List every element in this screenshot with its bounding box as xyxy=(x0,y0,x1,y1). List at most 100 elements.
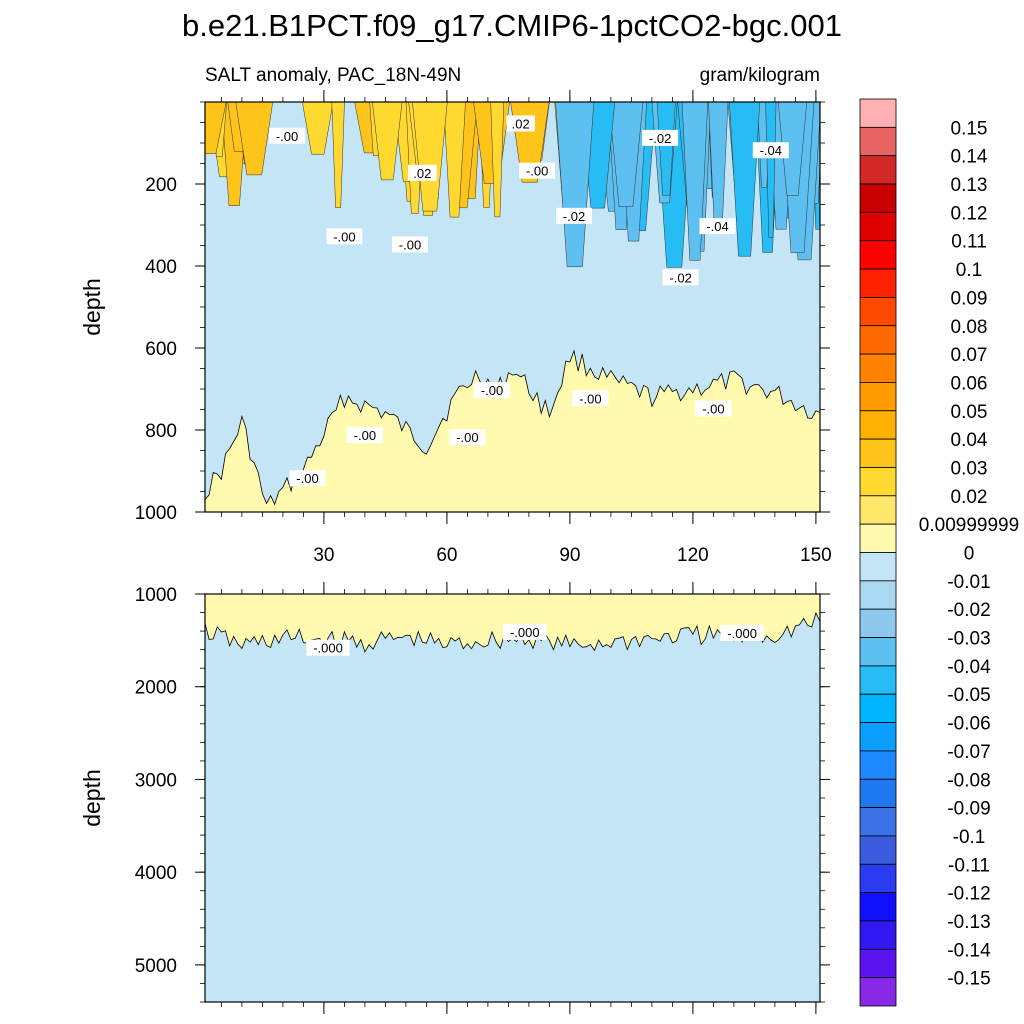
colorbar-label: 0.08 xyxy=(951,317,988,338)
colorbar-label: 0.05 xyxy=(951,402,988,423)
colorbar-box xyxy=(859,98,897,128)
colorbar-box xyxy=(859,807,897,837)
colorbar-label: 0.09 xyxy=(951,288,988,309)
colorbar-label: 0.13 xyxy=(951,175,988,196)
x-tick-label: 60 xyxy=(436,545,457,566)
contour-label: -.00 xyxy=(456,430,478,445)
colorbar-box xyxy=(859,977,897,1007)
y-tick-label: 1000 xyxy=(135,585,177,606)
contour-streak xyxy=(729,102,761,257)
background-field xyxy=(205,594,820,1002)
colorbar-box xyxy=(859,325,897,355)
colorbar-label: 0 xyxy=(964,544,975,565)
contour-label: -.02 xyxy=(563,209,585,224)
colorbar-box xyxy=(859,211,897,242)
contour-label-group: -.04 xyxy=(752,142,789,159)
contour-field: -.000 -.000 -.000 xyxy=(205,594,820,656)
contour-label: .02 xyxy=(512,117,530,132)
contour-label: -.04 xyxy=(760,143,782,158)
contour-label-bg xyxy=(642,129,679,146)
colorbar-label: -0.09 xyxy=(947,799,990,820)
colorbar-box xyxy=(859,438,897,468)
contour-label: -.00 xyxy=(399,238,421,253)
colorbar-box xyxy=(859,353,897,383)
y-tick-label: 2000 xyxy=(135,678,177,699)
contour-label: -.02 xyxy=(669,270,691,285)
colorbar-label: -0.04 xyxy=(947,657,991,678)
colorbar-label: -0.14 xyxy=(947,940,991,961)
colorbar-label: -0.12 xyxy=(947,884,990,905)
colorbar-box xyxy=(859,778,897,808)
colorbar-label: 0.1 xyxy=(956,260,982,281)
contour-label-group: -.00 xyxy=(474,382,510,399)
colorbar-label: -0.05 xyxy=(947,685,990,706)
colorbar-box xyxy=(859,722,897,752)
colorbar-box xyxy=(859,552,897,582)
y-tick-label: 3000 xyxy=(135,770,177,791)
colorbar-box xyxy=(859,410,897,440)
colorbar-label: -0.1 xyxy=(953,827,986,848)
colorbar-box xyxy=(859,382,897,412)
contour-label: -.000 xyxy=(510,625,540,640)
contour-label: -.00 xyxy=(526,164,548,179)
contour-label: -.00 xyxy=(333,229,355,244)
contour-label-group: -.00 xyxy=(695,400,732,417)
y-tick-label: 600 xyxy=(145,339,177,360)
contour-label-bg xyxy=(408,164,437,181)
y-axis-label: depth xyxy=(79,278,105,336)
contour-streak xyxy=(235,102,274,176)
colorbar-box xyxy=(859,126,897,157)
colorbar-label: -0.03 xyxy=(947,629,990,650)
contour-label-bg xyxy=(474,382,510,399)
lower-panel: -.000 -.000 -.000 1000 2000 3000 4000 5000 depth xyxy=(79,582,830,1014)
x-tick-label: 30 xyxy=(313,545,334,566)
contour-label-bg xyxy=(392,236,428,253)
contour-label-bg xyxy=(269,127,305,144)
contour-label: -.00 xyxy=(579,391,601,406)
colorbar-box xyxy=(859,637,897,667)
contour-label: -.000 xyxy=(727,626,757,641)
contour-streak xyxy=(302,102,334,155)
contour-streak xyxy=(656,102,676,196)
colorbar-label: -0.11 xyxy=(948,855,990,876)
contour-label: -.02 xyxy=(649,131,671,146)
colorbar-label: 0.02 xyxy=(951,487,988,508)
colorbar-label: -0.02 xyxy=(947,600,990,621)
chart-title: b.e21.B1PCT.f09_g17.CMIP6-1pctCO2-bgc.00… xyxy=(182,8,842,43)
contour-streak xyxy=(490,102,505,218)
contour-label-group: .02 xyxy=(506,115,535,132)
contour-label-bg xyxy=(346,427,383,444)
contour-field: -.00 .02 -.02 -.04 .02 -.00 -.02 -.04 -.00 -.00 -.… xyxy=(205,102,820,512)
contour-streak xyxy=(765,102,777,238)
contour-label-group: -.00 xyxy=(346,427,383,444)
contour-label-group: -.000 xyxy=(306,639,350,656)
colorbar-label: 0.04 xyxy=(951,430,988,451)
colorbar-label: -0.01 xyxy=(947,572,990,593)
contour-streak xyxy=(205,102,227,154)
contour-label-bg xyxy=(449,429,486,446)
colorbar-box xyxy=(859,495,897,525)
contour-label-bg xyxy=(662,269,699,286)
colorbar-box xyxy=(859,297,897,327)
y-tick-label: 1000 xyxy=(135,503,177,524)
colorbar-box xyxy=(859,665,897,695)
colorbar-box xyxy=(859,268,897,298)
contour-label-bg xyxy=(503,623,547,640)
x-tick-label: 120 xyxy=(677,545,709,566)
contour-label-bg xyxy=(699,218,736,235)
colorbar-label: 0.12 xyxy=(951,203,988,224)
colorbar-label: 0.00999999 xyxy=(919,515,1019,536)
colorbar-box xyxy=(859,948,897,979)
colorbar-label: -0.15 xyxy=(947,969,990,990)
contour-label: .02 xyxy=(413,166,431,181)
contour-label-group: -.000 xyxy=(720,624,764,641)
y-axis-label: depth xyxy=(79,769,105,827)
contour-label-bg xyxy=(695,400,732,417)
contour-label-bg xyxy=(306,639,350,656)
upper-panel: -.00 .02 -.02 -.04 .02 -.00 -.02 -.04 -.00 -.00 -.… xyxy=(79,90,832,566)
colorbar-label: 0.15 xyxy=(951,118,988,139)
colorbar-box xyxy=(859,835,897,865)
contour-label: -.00 xyxy=(354,428,376,443)
contour-label-bg xyxy=(506,115,535,132)
colorbar-label: -0.06 xyxy=(947,714,990,735)
